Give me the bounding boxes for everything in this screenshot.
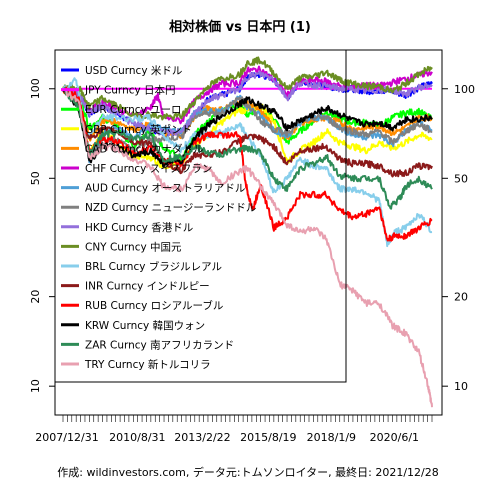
legend: USD Curncy 米ドル JPY Curncy 日本円 EUR Curncy ユ… <box>54 49 347 383</box>
x-tick-label: 2010/8/31 <box>109 431 165 444</box>
legend-label: BRL Curncy ブラジルレアル <box>85 260 222 273</box>
x-tick-label: 2015/8/19 <box>240 431 296 444</box>
series-line <box>62 86 433 242</box>
legend-label: USD Curncy 米ドル <box>85 64 182 77</box>
legend-label: JPY Curncy 日本円 <box>84 84 176 97</box>
series-line <box>62 88 433 178</box>
legend-label: HKD Curncy 香港ドル <box>85 222 193 234</box>
legend-label: INR Curncy インドルピー <box>85 281 210 293</box>
y-tick-label-left: 50 <box>29 171 42 185</box>
y-tick-label-right: 20 <box>454 291 468 304</box>
legend-box <box>54 49 347 383</box>
legend-label: RUB Curncy ロシアルーブル <box>85 299 223 312</box>
y-tick-label-left: 10 <box>29 379 42 393</box>
axis-layer: 10 10 20 20 50 50 100 100 2007/12/31 2010/8/31 201… <box>29 78 475 444</box>
legend-label: KRW Curncy 韓国ウォン <box>85 320 205 332</box>
legend-label: CHF Curncy スイスフラン <box>85 163 212 175</box>
y-tick-label-right: 50 <box>454 172 468 185</box>
legend-label: ZAR Curncy 南アフリカランド <box>85 338 234 351</box>
legend-label: NZD Curncy ニュージーランドドル <box>85 202 256 214</box>
y-tick-label-left: 100 <box>29 78 42 99</box>
x-tick-label: 2018/1/9 <box>307 431 356 444</box>
chart-caption: 作成: wildinvestors.com, データ元:トムソンロイター, 最終… <box>57 465 438 479</box>
series-line <box>62 87 433 210</box>
legend-label: CAD Curncy カナダドル <box>85 142 204 155</box>
x-tick-label: 2020/6/1 <box>370 431 419 444</box>
x-tick-label: 2007/12/31 <box>35 431 98 444</box>
series-line <box>62 77 433 248</box>
series-layer <box>62 56 433 408</box>
legend-label: CNY Curncy 中国元 <box>85 240 182 253</box>
y-tick-label-right: 100 <box>454 83 475 96</box>
legend-label: EUR Curncy ユーロ <box>85 104 182 116</box>
legend-label: AUD Curncy オーストラリアドル <box>85 183 245 195</box>
legend-label: TRY Curncy 新トルコリラ <box>84 358 211 371</box>
series-line <box>62 85 433 162</box>
y-tick-label-left: 20 <box>29 290 42 304</box>
legend-label: GBP Curncy 英ポンド <box>85 123 192 136</box>
x-tick-label: 2013/2/22 <box>174 431 230 444</box>
series-line <box>62 87 433 408</box>
chart-title: 相対株価 vs 日本円 (1) <box>169 19 311 35</box>
series-line <box>62 56 433 121</box>
y-tick-label-right: 10 <box>454 380 468 393</box>
